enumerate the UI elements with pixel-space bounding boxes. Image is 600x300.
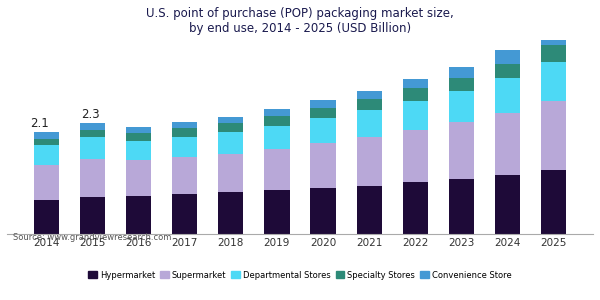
Bar <box>495 175 520 234</box>
Bar <box>495 78 520 113</box>
Bar <box>310 143 336 188</box>
Bar <box>218 117 244 123</box>
Bar <box>356 91 382 99</box>
Bar <box>172 137 197 157</box>
Bar <box>34 139 59 145</box>
Bar <box>126 160 151 196</box>
Bar <box>34 145 59 165</box>
Bar <box>80 123 105 130</box>
Bar <box>495 50 520 64</box>
Bar <box>356 99 382 110</box>
Bar <box>541 101 566 170</box>
Bar <box>541 45 566 61</box>
Bar <box>449 122 474 179</box>
Bar <box>172 194 197 234</box>
Bar <box>34 132 59 139</box>
Bar <box>126 127 151 133</box>
Bar <box>449 67 474 78</box>
Bar <box>403 88 428 101</box>
Bar <box>403 182 428 234</box>
Bar <box>356 186 382 234</box>
Text: Source: www.grandviewresearch.com: Source: www.grandviewresearch.com <box>13 233 171 242</box>
Bar <box>34 200 59 234</box>
Bar <box>218 132 244 154</box>
Bar <box>356 110 382 137</box>
Bar <box>218 123 244 132</box>
Legend: Hypermarket, Supermarket, Departmental Stores, Specialty Stores, Convenience Sto: Hypermarket, Supermarket, Departmental S… <box>85 267 515 283</box>
Text: 2.1: 2.1 <box>30 117 49 130</box>
Bar <box>264 116 290 125</box>
Bar <box>126 196 151 234</box>
Bar <box>80 159 105 197</box>
Bar <box>172 128 197 137</box>
Bar <box>126 141 151 161</box>
Bar <box>172 157 197 194</box>
Bar <box>449 78 474 91</box>
Bar <box>80 130 105 137</box>
Bar <box>310 118 336 143</box>
Bar <box>403 79 428 88</box>
Bar <box>264 149 290 190</box>
Bar <box>403 130 428 182</box>
Bar <box>449 91 474 122</box>
Bar <box>218 192 244 234</box>
Bar <box>264 125 290 149</box>
Text: 2.3: 2.3 <box>81 108 100 121</box>
Bar <box>80 137 105 159</box>
Bar <box>264 109 290 116</box>
Bar <box>541 26 566 45</box>
Title: U.S. point of purchase (POP) packaging market size,
by end use, 2014 - 2025 (USD: U.S. point of purchase (POP) packaging m… <box>146 7 454 35</box>
Bar <box>264 190 290 234</box>
Bar <box>310 188 336 234</box>
Bar <box>126 133 151 141</box>
Bar <box>80 197 105 234</box>
Bar <box>34 165 59 200</box>
Bar <box>541 61 566 101</box>
Bar <box>541 170 566 234</box>
Bar <box>218 154 244 192</box>
Bar <box>310 108 336 118</box>
Bar <box>449 179 474 234</box>
Bar <box>495 64 520 78</box>
Bar <box>495 113 520 175</box>
Bar <box>403 101 428 130</box>
Bar <box>172 122 197 128</box>
Bar <box>356 137 382 186</box>
Bar <box>310 100 336 108</box>
